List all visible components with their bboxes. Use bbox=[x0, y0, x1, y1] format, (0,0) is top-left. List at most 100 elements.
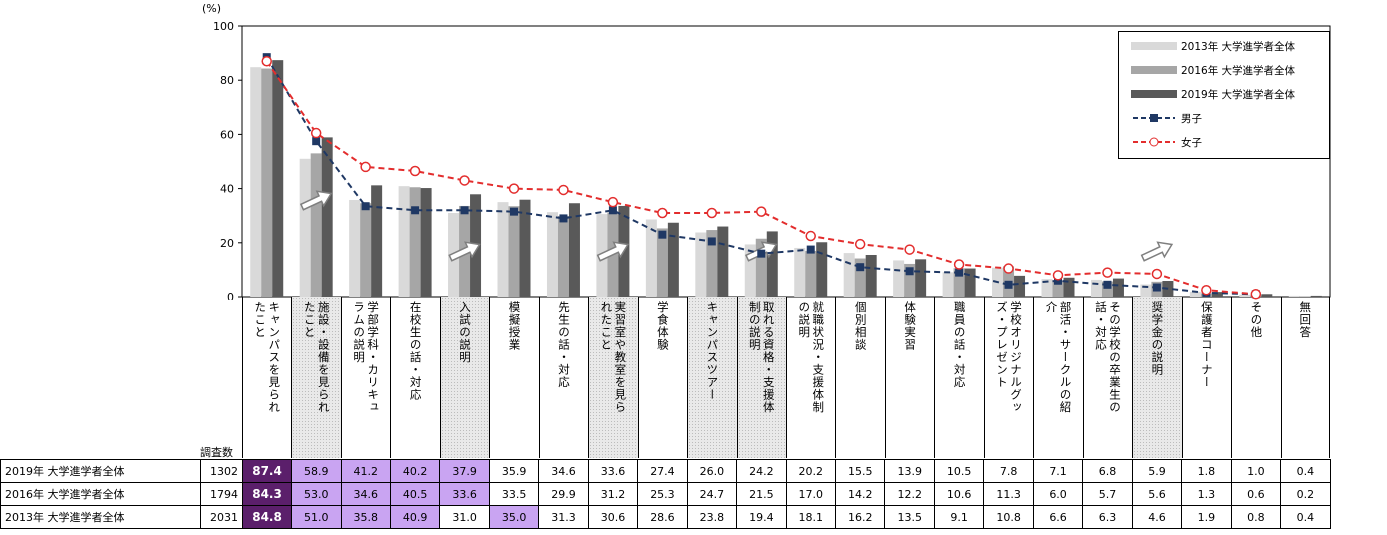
up-arrow-icon bbox=[1140, 241, 1174, 262]
legend-label: 女子 bbox=[1181, 136, 1202, 149]
line-point bbox=[904, 244, 915, 255]
line-point bbox=[1102, 267, 1113, 278]
table-cell: 29.9 bbox=[538, 482, 589, 506]
chart-plot: (%) 0 20 40 60 80 100 bbox=[202, 2, 1331, 300]
bar bbox=[568, 203, 580, 297]
table-cell: 31.2 bbox=[587, 482, 639, 506]
bar bbox=[272, 60, 284, 298]
bar bbox=[865, 254, 877, 297]
table-cell: 40.9 bbox=[389, 505, 441, 529]
bar bbox=[1140, 284, 1152, 297]
survey-count-header: 調査数 bbox=[200, 446, 233, 459]
bar bbox=[420, 188, 432, 297]
legend-label: 2013年 大学進学者全体 bbox=[1181, 40, 1296, 53]
bar bbox=[299, 158, 311, 297]
bar bbox=[766, 231, 778, 297]
table-row: 2016年 大学進学者全体 1794 84.3 53.0 34.6 40.5 33.6 33.… bbox=[0, 482, 1331, 506]
category-cell: 部活・サークルの紹 介 bbox=[1033, 297, 1082, 458]
line-point bbox=[806, 245, 815, 254]
table-cell: 24.7 bbox=[686, 482, 738, 506]
legend-item: 2016年 大学進学者全体 bbox=[1131, 63, 1295, 77]
legend-item: 2013年 大学進学者全体 bbox=[1131, 39, 1295, 53]
legend-swatch bbox=[1131, 42, 1177, 50]
up-arrow-icon bbox=[448, 241, 481, 262]
y-tick-label: 20 bbox=[220, 237, 234, 250]
y-tick-label: 60 bbox=[220, 128, 234, 141]
table-cell: 41.2 bbox=[340, 459, 391, 483]
category-label: 体験実習 bbox=[903, 301, 918, 351]
up-arrow-icon bbox=[596, 241, 630, 262]
category-label: 入試の説明 bbox=[458, 301, 473, 364]
legend-swatch bbox=[1131, 90, 1177, 98]
line-point bbox=[1004, 280, 1013, 289]
table-cell: 0.4 bbox=[1280, 505, 1331, 529]
category-label: 学校オリジナルグッ ズ・プレゼント bbox=[995, 301, 1024, 414]
table-cell: 20.2 bbox=[785, 459, 837, 483]
line-point bbox=[1152, 283, 1161, 292]
up-arrow-icon bbox=[299, 190, 333, 211]
bar bbox=[1112, 278, 1124, 297]
line-point bbox=[1151, 268, 1163, 280]
category-label: 就職状況・支援体制 の説明 bbox=[797, 301, 826, 414]
table-cell: 34.6 bbox=[538, 459, 589, 483]
line-point bbox=[955, 268, 964, 277]
table-cell: 84.3 bbox=[241, 482, 293, 506]
bar bbox=[706, 230, 718, 297]
bar bbox=[1014, 275, 1026, 297]
line-point bbox=[657, 207, 668, 219]
table-cell: 31.0 bbox=[439, 505, 490, 529]
bar bbox=[695, 232, 707, 297]
category-cell: 学食体験 bbox=[637, 297, 687, 458]
table-cell: 17.0 bbox=[785, 482, 837, 506]
bar bbox=[1052, 280, 1064, 297]
category-label: 学食体験 bbox=[655, 301, 670, 351]
bar bbox=[557, 215, 569, 297]
category-cell: キャンパスを見られ たこと bbox=[242, 297, 291, 458]
line-point bbox=[905, 267, 914, 276]
line-point bbox=[360, 161, 371, 173]
table-cell: 35.0 bbox=[488, 505, 540, 529]
bar bbox=[1299, 296, 1311, 297]
table-cell: 5.6 bbox=[1131, 482, 1183, 506]
table-cell: 53.0 bbox=[291, 482, 342, 506]
bar bbox=[915, 259, 927, 297]
category-cell: 入試の説明 bbox=[439, 297, 490, 458]
table-cell: 87.4 bbox=[241, 459, 293, 483]
legend-item: 男子 bbox=[1131, 111, 1202, 125]
series-line bbox=[265, 60, 1256, 296]
line-point bbox=[508, 183, 520, 194]
bar bbox=[250, 67, 262, 297]
line-point bbox=[261, 55, 272, 67]
line-point bbox=[1052, 270, 1064, 281]
bar bbox=[717, 226, 729, 297]
line-point bbox=[361, 202, 370, 211]
bar bbox=[667, 222, 679, 297]
bar bbox=[508, 206, 520, 297]
line-point bbox=[409, 165, 421, 177]
line-point bbox=[856, 263, 865, 272]
table-row: 2013年 大学進学者全体 2031 84.8 51.0 35.8 40.9 31.0 35.… bbox=[0, 505, 1331, 529]
table-cell: 40.2 bbox=[389, 459, 441, 483]
category-cell: 奨学金の説明 bbox=[1132, 297, 1182, 458]
category-cell: 体験実習 bbox=[884, 297, 934, 458]
table-cell: 6.3 bbox=[1082, 505, 1133, 529]
survey-count-cell: 1794 bbox=[200, 482, 243, 506]
table-cell: 1.8 bbox=[1181, 459, 1232, 483]
line-point bbox=[805, 230, 816, 242]
table-cell: 24.2 bbox=[736, 459, 787, 483]
survey-count-cell: 1302 bbox=[200, 459, 243, 483]
table-cell: 7.1 bbox=[1032, 459, 1084, 483]
line-point bbox=[460, 206, 469, 215]
category-label: 職員の話・対応 bbox=[952, 301, 967, 389]
category-label: 先生の話・対応 bbox=[556, 301, 571, 389]
legend-label: 男子 bbox=[1181, 112, 1202, 125]
chart-legend: 2013年 大学進学者全体 2016年 大学進学者全体 2019年 大学進学者全体男… bbox=[1118, 31, 1330, 159]
category-cell: 学部学科・カリキュ ラムの説明 bbox=[340, 297, 390, 458]
category-cell: 施設・設備を見られ たこと bbox=[291, 297, 341, 458]
bar bbox=[805, 250, 817, 297]
table-cell: 58.9 bbox=[291, 459, 342, 483]
bar bbox=[854, 258, 866, 297]
line-point bbox=[607, 196, 619, 208]
bar bbox=[1288, 295, 1300, 297]
